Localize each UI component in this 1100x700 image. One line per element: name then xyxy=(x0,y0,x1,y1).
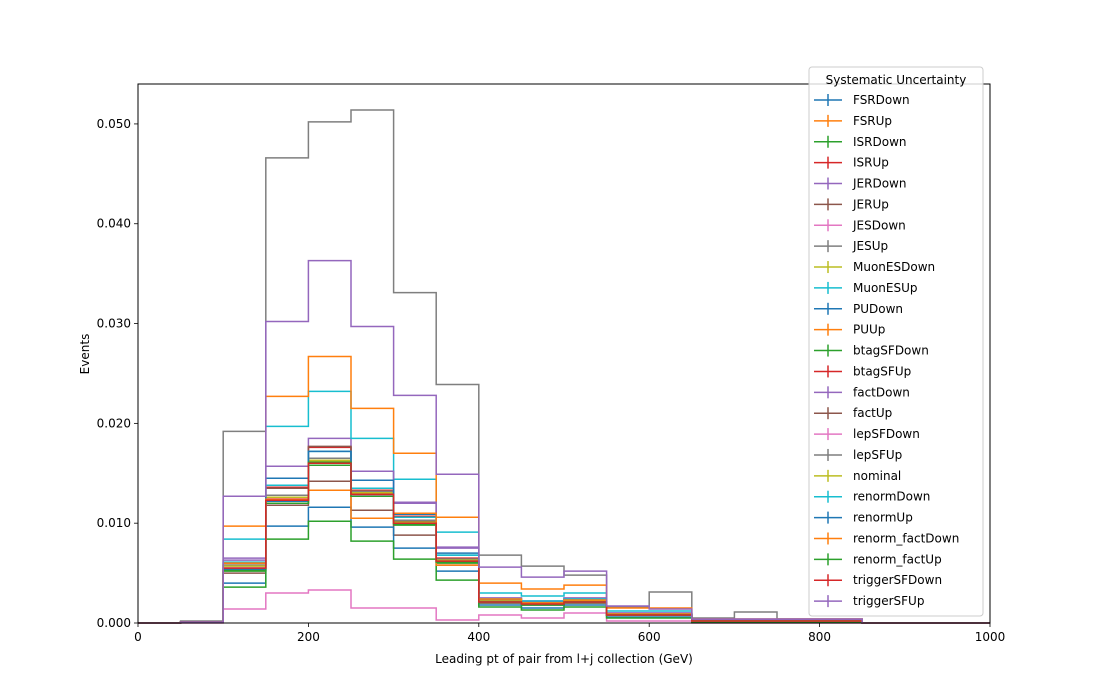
legend-label: JERUp xyxy=(852,197,889,211)
legend-label: lepSFUp xyxy=(853,448,902,462)
legend-label: renorm_factDown xyxy=(853,531,959,545)
legend-label: FSRDown xyxy=(853,93,910,107)
legend: Systematic Uncertainty FSRDown FSRUp ISRDo… xyxy=(808,66,984,617)
y-tick-label: 0.040 xyxy=(97,217,131,231)
legend-item: renormDown xyxy=(814,490,930,504)
y-tick-label: 0.020 xyxy=(97,416,131,430)
legend-label: JERDown xyxy=(852,177,906,191)
legend-label: ISRUp xyxy=(853,156,889,170)
legend-label: factUp xyxy=(853,406,892,420)
legend-label: FSRUp xyxy=(853,114,892,128)
legend-label: renormDown xyxy=(853,490,930,504)
y-tick-label: 0.030 xyxy=(97,317,131,331)
legend-item: nominal xyxy=(814,469,901,483)
legend-label: lepSFDown xyxy=(853,427,920,441)
legend-item: renorm_factUp xyxy=(814,552,942,566)
legend-item: factDown xyxy=(814,385,910,399)
legend-item: FSRDown xyxy=(814,93,910,107)
x-axis-label: Leading pt of pair from l+j collection (… xyxy=(435,652,693,666)
legend-item: btagSFDown xyxy=(814,344,929,358)
series-triggerSFDown xyxy=(138,462,990,624)
plot-area-frame xyxy=(137,83,991,624)
y-tick-label: 0.000 xyxy=(97,616,131,630)
legend-label: triggerSFUp xyxy=(853,594,924,608)
legend-item: triggerSFDown xyxy=(814,573,942,587)
legend-item: renormUp xyxy=(814,511,913,525)
x-tick-label: 0 xyxy=(134,630,142,644)
y-tick-label: 0.010 xyxy=(97,516,131,530)
legend-item: JESDown xyxy=(814,218,906,232)
legend-item: factUp xyxy=(814,406,892,420)
legend-item: JERDown xyxy=(814,177,906,191)
legend-label: PUDown xyxy=(853,302,903,316)
legend-label: ISRDown xyxy=(853,135,907,149)
y-tick-label: 0.050 xyxy=(97,117,131,131)
x-tick-label: 800 xyxy=(808,630,831,644)
legend-item: PUUp xyxy=(814,323,885,337)
legend-label: nominal xyxy=(853,469,901,483)
legend-label: renormUp xyxy=(853,511,913,525)
legend-label: triggerSFDown xyxy=(853,573,942,587)
x-tick-label: 600 xyxy=(638,630,661,644)
y-axis-label: Events xyxy=(78,334,92,375)
legend-item: triggerSFUp xyxy=(814,594,924,608)
legend-item: ISRUp xyxy=(814,156,889,170)
legend-label: JESUp xyxy=(852,239,888,253)
legend-label: JESDown xyxy=(852,218,906,232)
legend-label: btagSFUp xyxy=(853,364,911,378)
legend-item: MuonESUp xyxy=(814,281,918,295)
legend-label: factDown xyxy=(853,385,910,399)
legend-item: lepSFUp xyxy=(814,448,902,462)
x-tick-label: 1000 xyxy=(975,630,1006,644)
legend-item: lepSFDown xyxy=(814,427,920,441)
legend-items: FSRDown FSRUp ISRDown ISRUp JERDown JERUp JESD… xyxy=(814,93,959,608)
legend-title: Systematic Uncertainty xyxy=(826,73,967,87)
legend-box xyxy=(808,66,984,617)
legend-label: MuonESDown xyxy=(853,260,935,274)
legend-item: PUDown xyxy=(814,302,903,316)
y-axis-ticks: 0.000 0.010 0.020 0.030 0.040 0.050 xyxy=(97,117,138,630)
legend-label: MuonESUp xyxy=(853,281,918,295)
series-layer xyxy=(138,109,990,624)
legend-item: FSRUp xyxy=(814,114,892,128)
series-triggerSFUp xyxy=(138,259,990,624)
legend-item: MuonESDown xyxy=(814,260,935,274)
legend-item: btagSFUp xyxy=(814,364,911,378)
legend-label: PUUp xyxy=(853,323,885,337)
x-tick-label: 200 xyxy=(297,630,320,644)
legend-label: btagSFDown xyxy=(853,344,929,358)
legend-item: renorm_factDown xyxy=(814,531,959,545)
legend-item: JERUp xyxy=(814,197,889,211)
legend-item: ISRDown xyxy=(814,135,907,149)
x-axis-ticks: 0 200 400 600 800 1000 xyxy=(134,623,1005,644)
legend-item: JESUp xyxy=(814,239,888,253)
legend-label: renorm_factUp xyxy=(853,552,942,566)
x-tick-label: 400 xyxy=(467,630,490,644)
